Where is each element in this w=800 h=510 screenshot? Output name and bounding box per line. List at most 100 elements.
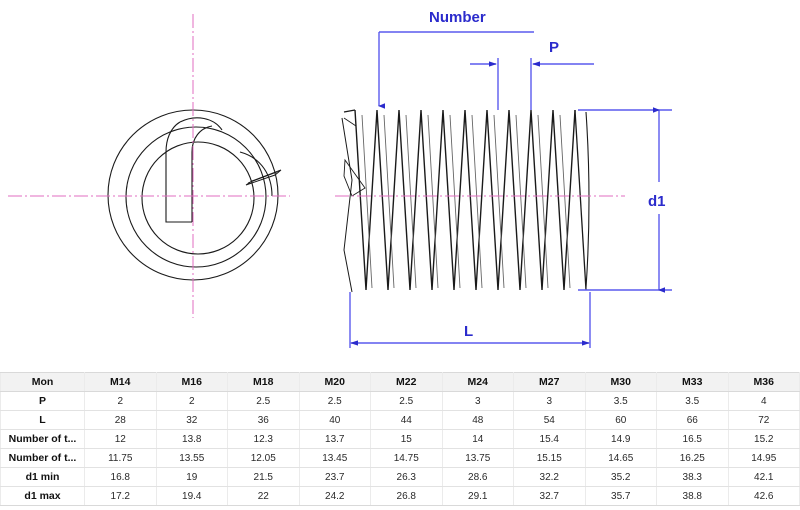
row-header-d1-min: d1 min [0, 467, 85, 487]
thread-profile-back [361, 114, 571, 289]
table-row: d1 min 16.8 19 21.5 23.7 26.3 28.6 32.2 … [0, 467, 800, 487]
row-header-number-of-turns: Number of t... [0, 429, 85, 449]
table-cell: 26.3 [370, 467, 443, 487]
table-cell: 21.5 [227, 467, 300, 487]
diameter-dimension [578, 107, 672, 293]
table-cell: 26.8 [370, 486, 443, 506]
table-cell: 24.2 [298, 486, 371, 506]
table-cell: 42.1 [727, 467, 800, 487]
table-cell: 13.75 [441, 448, 514, 468]
table-cell: 15.2 [727, 429, 800, 449]
table-cell: 12.05 [227, 448, 300, 468]
column-header-m24: M24 [441, 372, 514, 392]
pitch-label: P [549, 39, 559, 56]
table-header: Mon M14 M16 M18 M20 M22 M24 M27 M30 M33 … [0, 372, 800, 392]
table-cell: 2.5 [370, 391, 443, 411]
table-cell: 36 [227, 410, 300, 430]
column-header-m33: M33 [656, 372, 729, 392]
row-header-number-of-turns-alt: Number of t... [0, 448, 85, 468]
table-cell: 28.6 [441, 467, 514, 487]
table-row: Number of t... 12 13.8 12.3 13.7 15 14 1… [0, 429, 800, 449]
table-cell: 3.5 [656, 391, 729, 411]
table-cell: 28 [84, 410, 157, 430]
table-cell: 22 [227, 486, 300, 506]
table-cell: 12 [84, 429, 157, 449]
table-row: Number of t... 11.75 13.55 12.05 13.45 1… [0, 448, 800, 468]
specification-table-container: Mon M14 M16 M18 M20 M22 M24 M27 M30 M33 … [0, 372, 800, 510]
table-cell: 15 [370, 429, 443, 449]
table-cell: 16.25 [656, 448, 729, 468]
table-cell: 4 [727, 391, 800, 411]
table-cell: 32.7 [513, 486, 586, 506]
row-header-l: L [0, 410, 85, 430]
thread-profile-front [354, 109, 576, 291]
column-header-m30: M30 [584, 372, 657, 392]
column-header-m20: M20 [298, 372, 371, 392]
table-cell: 48 [441, 410, 514, 430]
coil-left-tang-edge [343, 117, 357, 127]
table-cell: 14.9 [584, 429, 657, 449]
coil-end-view [107, 109, 282, 281]
length-label: L [464, 323, 473, 340]
table-header-row: Mon M14 M16 M18 M20 M22 M24 M27 M30 M33 … [0, 372, 800, 392]
column-header-mon: Mon [0, 372, 85, 392]
column-header-m22: M22 [370, 372, 443, 392]
table-cell: 13.8 [155, 429, 228, 449]
table-cell: 60 [584, 410, 657, 430]
table-cell: 42.6 [727, 486, 800, 506]
coil-side-view [341, 109, 590, 293]
table-cell: 2 [84, 391, 157, 411]
coil-tang-edge [247, 171, 278, 184]
coil-left-tang-detail [343, 158, 366, 197]
column-header-m36: M36 [727, 372, 800, 392]
column-header-m27: M27 [513, 372, 586, 392]
table-cell: 35.7 [584, 486, 657, 506]
coil-right-end-cap [585, 111, 590, 289]
table-cell: 3 [441, 391, 514, 411]
coil-inner-circle [141, 141, 255, 255]
coil-tang-inner-left [165, 121, 192, 223]
table-cell: 72 [727, 410, 800, 430]
coil-tang-top-bend [179, 117, 223, 131]
table-cell: 13.45 [298, 448, 371, 468]
column-header-m16: M16 [155, 372, 228, 392]
table-body: P 2 2 2.5 2.5 2.5 3 3 3.5 3.5 4 4 L 28 3… [0, 391, 800, 506]
table-cell: 12.3 [227, 429, 300, 449]
coil-left-start-top [343, 109, 356, 113]
table-cell: 11.75 [84, 448, 157, 468]
table-cell: 54 [513, 410, 586, 430]
table-cell: 66 [656, 410, 729, 430]
column-header-m14: M14 [84, 372, 157, 392]
coil-spiral-arc [239, 151, 273, 197]
table-cell: 13.7 [298, 429, 371, 449]
table-cell: 38.8 [656, 486, 729, 506]
table-cell: 16.8 [84, 467, 157, 487]
table-cell: 32.2 [513, 467, 586, 487]
table-cell: 17.2 [84, 486, 157, 506]
pitch-dimension [470, 58, 594, 110]
thread-last-flank [574, 109, 587, 291]
table-row: P 2 2 2.5 2.5 2.5 3 3 3.5 3.5 4 4 [0, 391, 800, 411]
table-cell: 16.5 [656, 429, 729, 449]
column-header-m18: M18 [227, 372, 300, 392]
diameter-label: d1 [648, 193, 666, 210]
table-cell: 13.55 [155, 448, 228, 468]
table-cell: 38.3 [656, 467, 729, 487]
table-cell: 44 [370, 410, 443, 430]
drawing-canvas: Number P d1 L [8, 9, 672, 348]
technical-drawing: Number P d1 L [8, 9, 672, 348]
end-view-centerlines [8, 14, 290, 318]
table-cell: 19.4 [155, 486, 228, 506]
table-cell: 15.15 [513, 448, 586, 468]
row-header-p: P [0, 391, 85, 411]
specification-table: Mon M14 M16 M18 M20 M22 M24 M27 M30 M33 … [0, 372, 800, 506]
table-cell: 14.65 [584, 448, 657, 468]
number-label: Number [429, 9, 486, 26]
table-cell: 14.75 [370, 448, 443, 468]
table-cell: 35.2 [584, 467, 657, 487]
table-cell: 14.95 [727, 448, 800, 468]
row-header-d1-max: d1 max [0, 486, 85, 506]
length-dimension [349, 292, 591, 348]
table-cell: 23.7 [298, 467, 371, 487]
number-dimension [378, 31, 534, 109]
